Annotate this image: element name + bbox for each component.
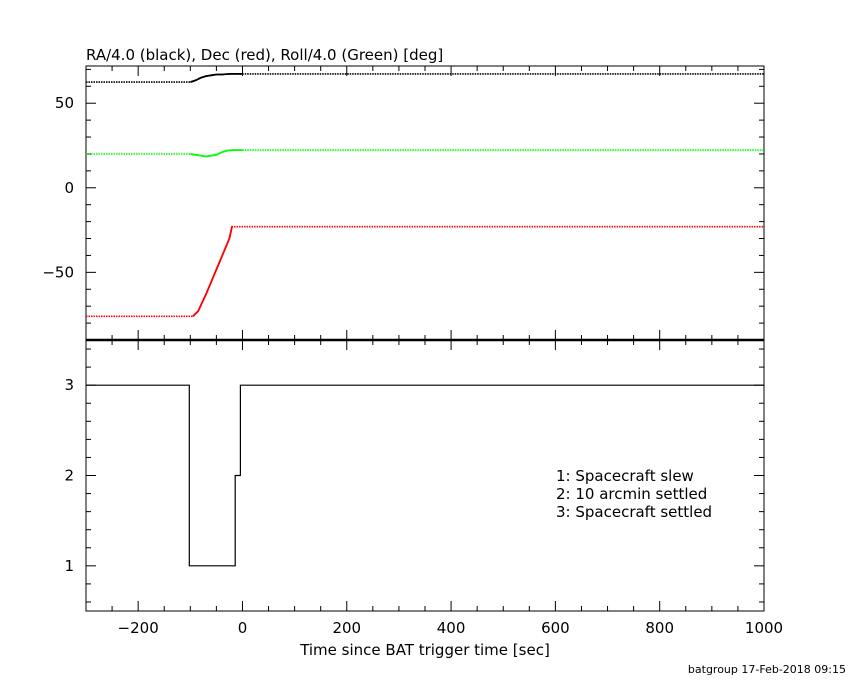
bottom-series-0-line bbox=[86, 384, 764, 567]
top-ytick-label: 50 bbox=[55, 94, 74, 112]
status-legend: 1: Spacecraft slew 2: 10 arcmin settled … bbox=[556, 467, 712, 521]
bottom-ytick-label: 1 bbox=[64, 557, 74, 575]
legend-entry-10arcmin: 2: 10 arcmin settled bbox=[556, 485, 707, 503]
x-axis-label: Time since BAT trigger time [sec] bbox=[299, 641, 550, 659]
top-series-1-line bbox=[86, 225, 764, 318]
top-panel: −50 0 50 bbox=[42, 65, 765, 341]
xtick-label: 200 bbox=[332, 619, 361, 637]
xtick-label: 1000 bbox=[745, 619, 783, 637]
top-ytick-label: 0 bbox=[64, 179, 74, 197]
bottom-ytick-label: 3 bbox=[64, 376, 74, 394]
top-series-0-line bbox=[86, 73, 764, 83]
top-panel-title: RA/4.0 (black), Dec (red), Roll/4.0 (Gre… bbox=[86, 46, 443, 64]
bottom-ytick-label: 2 bbox=[64, 467, 74, 485]
xtick-label: 600 bbox=[541, 619, 570, 637]
xtick-label: 800 bbox=[645, 619, 674, 637]
top-series-2-slew-segment bbox=[190, 149, 243, 158]
xtick-label: 0 bbox=[238, 619, 248, 637]
legend-entry-settled: 3: Spacecraft settled bbox=[556, 503, 712, 521]
xtick-label: 400 bbox=[437, 619, 466, 637]
top-series-1-slew-segment bbox=[192, 226, 233, 317]
bottom-panel: 1 2 3 −200 0 200 400 600 800 1000 bbox=[64, 338, 783, 637]
top-series-2-line bbox=[86, 149, 764, 158]
top-panel-frame bbox=[85, 65, 765, 341]
xtick-label: −200 bbox=[118, 619, 159, 637]
top-ytick-label: −50 bbox=[42, 263, 74, 281]
legend-entry-slew: 1: Spacecraft slew bbox=[556, 467, 694, 485]
footer-stamp: batgroup 17-Feb-2018 09:15 bbox=[688, 663, 846, 676]
top-series-0-slew-segment bbox=[190, 73, 243, 83]
